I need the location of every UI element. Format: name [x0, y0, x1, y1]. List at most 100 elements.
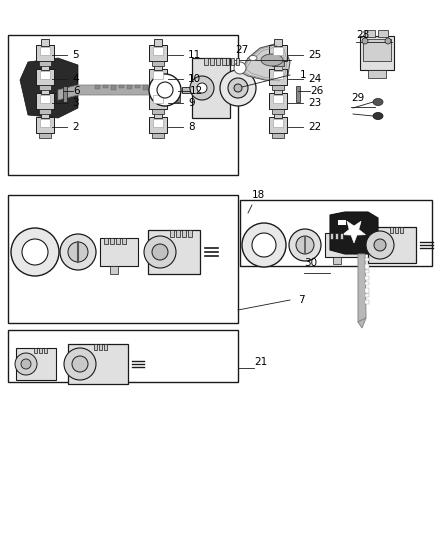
- Bar: [41, 63, 49, 70]
- Bar: [274, 39, 282, 46]
- Bar: [40, 119, 50, 127]
- Bar: [269, 45, 287, 61]
- Circle shape: [157, 82, 173, 98]
- Bar: [240, 200, 432, 266]
- Bar: [400, 227, 403, 233]
- Text: 3: 3: [72, 98, 79, 108]
- Text: 5: 5: [72, 50, 79, 60]
- Text: 12: 12: [190, 86, 203, 96]
- Circle shape: [72, 356, 88, 372]
- Text: 29: 29: [351, 93, 364, 103]
- Text: 9: 9: [188, 98, 194, 108]
- Circle shape: [22, 239, 48, 265]
- Bar: [36, 117, 54, 133]
- Bar: [41, 39, 49, 46]
- Bar: [8, 195, 238, 323]
- Bar: [41, 87, 49, 94]
- Bar: [204, 58, 208, 65]
- Bar: [148, 230, 200, 274]
- Text: 10: 10: [188, 74, 201, 84]
- Bar: [273, 47, 283, 55]
- Bar: [378, 30, 388, 37]
- Bar: [40, 95, 50, 103]
- Bar: [8, 330, 238, 382]
- Bar: [222, 58, 226, 65]
- Text: 6: 6: [73, 86, 80, 96]
- Polygon shape: [330, 212, 378, 254]
- Text: 23: 23: [308, 98, 321, 108]
- Circle shape: [197, 83, 207, 93]
- Bar: [127, 85, 132, 89]
- Bar: [36, 93, 54, 109]
- Bar: [338, 220, 346, 225]
- Bar: [269, 93, 287, 109]
- Bar: [365, 30, 375, 37]
- Bar: [149, 117, 167, 133]
- Bar: [395, 227, 398, 233]
- Bar: [104, 238, 108, 244]
- Bar: [340, 233, 343, 239]
- Circle shape: [64, 348, 96, 380]
- Bar: [110, 238, 114, 244]
- Polygon shape: [358, 254, 366, 322]
- Bar: [390, 227, 393, 233]
- Bar: [154, 39, 162, 46]
- Bar: [149, 93, 167, 109]
- Bar: [176, 230, 180, 237]
- Bar: [216, 58, 220, 65]
- Bar: [365, 258, 369, 261]
- Circle shape: [152, 244, 168, 260]
- Circle shape: [242, 223, 286, 267]
- Bar: [272, 85, 284, 90]
- Bar: [365, 282, 369, 285]
- Bar: [154, 111, 162, 118]
- Text: 18: 18: [252, 190, 265, 200]
- Bar: [44, 348, 47, 353]
- Circle shape: [362, 38, 368, 44]
- Bar: [149, 69, 167, 85]
- Circle shape: [149, 74, 181, 106]
- Circle shape: [60, 234, 96, 270]
- Bar: [110, 266, 118, 274]
- Circle shape: [234, 84, 242, 92]
- Bar: [119, 85, 124, 88]
- Bar: [170, 230, 174, 237]
- Ellipse shape: [373, 99, 383, 106]
- Bar: [39, 109, 51, 114]
- Bar: [154, 63, 162, 70]
- Ellipse shape: [261, 54, 283, 66]
- Bar: [36, 69, 54, 85]
- Bar: [192, 58, 230, 118]
- Ellipse shape: [373, 112, 383, 119]
- Circle shape: [190, 76, 214, 100]
- Bar: [272, 61, 284, 66]
- Bar: [104, 344, 107, 350]
- Bar: [236, 58, 239, 65]
- Bar: [68, 344, 128, 384]
- Text: 22: 22: [308, 122, 321, 132]
- Text: 30: 30: [304, 258, 317, 268]
- Bar: [16, 348, 56, 380]
- Circle shape: [15, 353, 37, 375]
- Bar: [152, 85, 164, 90]
- Bar: [333, 257, 341, 264]
- Bar: [34, 348, 37, 353]
- Bar: [94, 344, 97, 350]
- Polygon shape: [58, 85, 155, 100]
- Bar: [39, 61, 51, 66]
- Bar: [100, 238, 138, 266]
- Bar: [368, 227, 416, 263]
- Bar: [325, 233, 361, 257]
- Bar: [273, 71, 283, 79]
- Bar: [182, 230, 186, 237]
- Bar: [269, 117, 287, 133]
- Bar: [116, 238, 120, 244]
- Circle shape: [385, 38, 391, 44]
- Bar: [153, 95, 163, 103]
- Text: 11: 11: [188, 50, 201, 60]
- Bar: [365, 276, 369, 280]
- Bar: [273, 119, 283, 127]
- Bar: [365, 264, 369, 269]
- Bar: [39, 85, 51, 90]
- Bar: [111, 85, 116, 90]
